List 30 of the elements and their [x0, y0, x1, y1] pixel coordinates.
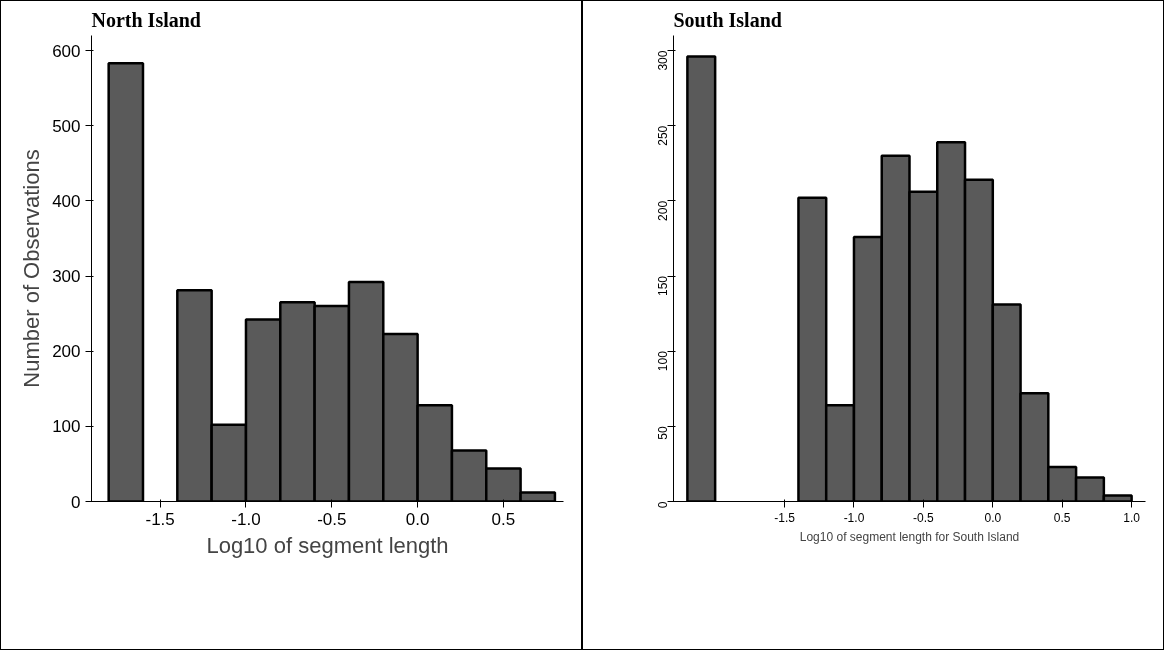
x-tick-label: 1.0 [1123, 510, 1141, 525]
x-axis-title: Log10 of segment length for South Island [799, 529, 1020, 544]
y-tick-label: 0 [71, 492, 81, 512]
y-tick-label: 250 [656, 125, 670, 146]
y-tick-label: 50 [656, 426, 670, 440]
y-tick-label: 100 [52, 417, 81, 437]
x-tick-label: -1.5 [774, 510, 796, 525]
x-tick-label: -0.5 [913, 510, 935, 525]
y-tick-label: 0 [656, 501, 670, 509]
y-tick-label: 300 [656, 50, 670, 71]
y-tick-label: 300 [52, 267, 81, 287]
x-tick-label: -1.5 [145, 509, 175, 529]
x-axis-title: Log10 of segment length [206, 532, 449, 558]
x-tick-label: 0.5 [491, 509, 516, 529]
x-tick-label: -1.0 [231, 509, 261, 529]
y-axis-title: Number of Observations [19, 149, 45, 388]
x-tick-label: 0.0 [405, 509, 430, 529]
y-tick-label: 150 [656, 275, 670, 297]
y-tick-label: 600 [52, 41, 81, 61]
y-tick-label: 200 [656, 200, 670, 221]
y-tick-label: 200 [52, 342, 81, 362]
y-tick-label: 100 [656, 350, 670, 372]
chart-title: South Island [673, 8, 782, 31]
y-tick-label: 400 [52, 191, 81, 211]
chart-title: North Island [91, 8, 201, 31]
x-tick-label: -1.0 [843, 510, 865, 525]
x-tick-label: 0.5 [1053, 510, 1071, 525]
x-tick-label: 0.0 [984, 510, 1002, 525]
y-tick-label: 500 [52, 116, 81, 136]
x-tick-label: -0.5 [317, 509, 347, 529]
